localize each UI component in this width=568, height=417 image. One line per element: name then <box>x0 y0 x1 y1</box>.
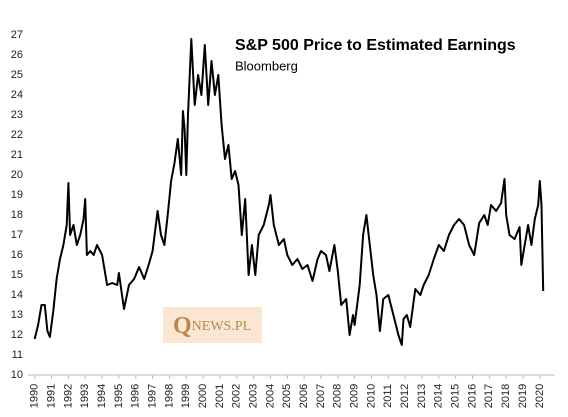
y-tick-label: 10 <box>11 369 23 381</box>
y-tick-label: 19 <box>11 189 23 201</box>
x-tick-label: 1991 <box>45 384 57 408</box>
y-tick-label: 15 <box>11 269 23 281</box>
x-tick-label: 2000 <box>197 384 209 408</box>
y-tick-label: 26 <box>11 49 23 61</box>
x-tick-label: 2002 <box>231 384 243 408</box>
y-tick-label: 24 <box>11 89 23 101</box>
watermark-initial: Q <box>173 313 192 339</box>
x-tick-label: 1996 <box>130 384 142 408</box>
x-tick-label: 2003 <box>248 384 260 408</box>
x-tick-label: 2010 <box>365 384 377 408</box>
watermark: QNEWS.PL <box>173 313 251 339</box>
x-tick-label: 2008 <box>332 384 344 408</box>
y-tick-label: 25 <box>11 69 23 81</box>
x-tick-label: 2014 <box>433 384 445 408</box>
y-tick-label: 17 <box>11 229 23 241</box>
x-tick-label: 2020 <box>534 384 546 408</box>
chart-title: S&P 500 Price to Estimated Earnings <box>235 37 516 54</box>
x-tick-label: 1992 <box>62 384 74 408</box>
x-tick-label: 2009 <box>349 384 361 408</box>
chart-subtitle: Bloomberg <box>235 58 298 73</box>
x-tick-label: 2018 <box>500 384 512 408</box>
y-tick-label: 23 <box>11 109 23 121</box>
x-tick-label: 2012 <box>399 384 411 408</box>
x-tick-label: 2015 <box>450 384 462 408</box>
x-tick-label: 2011 <box>382 384 394 408</box>
y-tick-label: 18 <box>11 209 23 221</box>
x-tick-label: 2001 <box>214 384 226 408</box>
line <box>33 38 545 346</box>
y-tick-label: 21 <box>11 149 23 161</box>
y-tick-label: 16 <box>11 249 23 261</box>
x-tick-label: 1995 <box>113 384 125 408</box>
x-tick-label: 2006 <box>298 384 310 408</box>
x-tick-label: 2016 <box>466 384 478 408</box>
x-tick-label: 1990 <box>29 384 41 408</box>
x-tick-label: 2007 <box>315 384 327 408</box>
x-tick-label: 2004 <box>264 384 276 408</box>
x-tick-label: 1998 <box>163 384 175 408</box>
x-tick-label: 2005 <box>281 384 293 408</box>
y-tick-label: 22 <box>11 129 23 141</box>
x-tick-label: 2017 <box>483 384 495 408</box>
y-tick-label: 11 <box>12 349 23 361</box>
y-tick-label: 13 <box>11 309 23 321</box>
x-tick-label: 1997 <box>147 384 159 408</box>
y-tick-label: 12 <box>11 329 23 341</box>
watermark-rest: NEWS.PL <box>192 319 252 334</box>
y-tick-label: 20 <box>11 169 23 181</box>
x-tick-label: 2013 <box>416 384 428 408</box>
x-tick-label: 1994 <box>96 384 108 408</box>
y-tick-label: 14 <box>11 289 23 301</box>
x-tick-label: 1999 <box>180 384 192 408</box>
y-tick-label: 27 <box>11 29 23 41</box>
x-tick-label: 1993 <box>79 384 91 408</box>
x-tick-label: 2019 <box>517 384 529 408</box>
watermark-box <box>163 307 262 343</box>
